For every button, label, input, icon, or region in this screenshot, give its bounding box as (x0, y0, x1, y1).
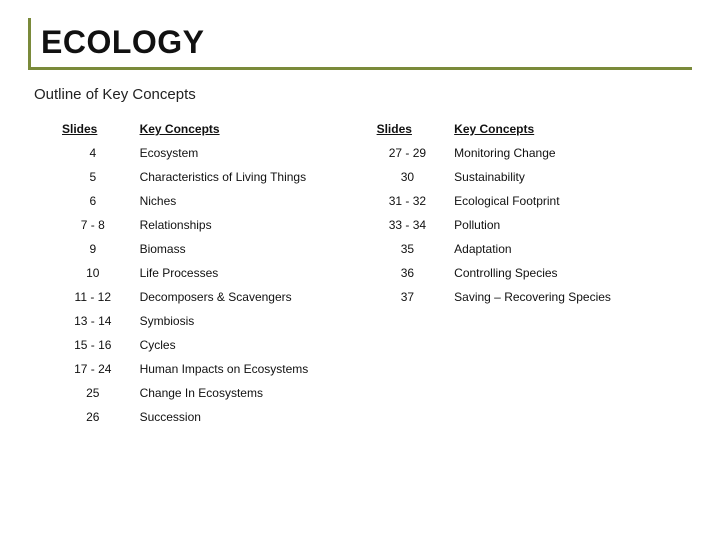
cell-slides: 25 (54, 381, 132, 405)
cell-concept: Cycles (132, 333, 369, 357)
cell-slides: 5 (54, 165, 132, 189)
cell-concept: Human Impacts on Ecosystems (132, 357, 369, 381)
cell-concept: Characteristics of Living Things (132, 165, 369, 189)
cell-concept: Monitoring Change (446, 141, 694, 165)
header-concepts-right: Key Concepts (446, 117, 694, 141)
table-row: 11 - 12 Decomposers & Scavengers 37 Savi… (54, 285, 694, 309)
cell-concept: Ecosystem (132, 141, 369, 165)
header-slides-left: Slides (54, 117, 132, 141)
cell-concept (446, 357, 694, 381)
cell-concept: Biomass (132, 237, 369, 261)
cell-concept: Sustainability (446, 165, 694, 189)
title-block: ECOLOGY (28, 18, 692, 70)
cell-slides (369, 309, 447, 333)
table-row: 4 Ecosystem 27 - 29 Monitoring Change (54, 141, 694, 165)
cell-slides: 30 (369, 165, 447, 189)
outline-table: Slides Key Concepts Slides Key Concepts … (54, 117, 694, 429)
cell-slides: 27 - 29 (369, 141, 447, 165)
cell-slides: 36 (369, 261, 447, 285)
cell-concept (446, 381, 694, 405)
cell-slides: 10 (54, 261, 132, 285)
cell-concept (446, 333, 694, 357)
cell-slides (369, 381, 447, 405)
cell-slides: 13 - 14 (54, 309, 132, 333)
cell-concept: Symbiosis (132, 309, 369, 333)
table-row: 9 Biomass 35 Adaptation (54, 237, 694, 261)
table-row: 5 Characteristics of Living Things 30 Su… (54, 165, 694, 189)
cell-concept: Succession (132, 405, 369, 429)
cell-slides (369, 333, 447, 357)
cell-slides: 31 - 32 (369, 189, 447, 213)
cell-concept: Niches (132, 189, 369, 213)
cell-concept: Ecological Footprint (446, 189, 694, 213)
table-row: 17 - 24 Human Impacts on Ecosystems (54, 357, 694, 381)
slide: ECOLOGY Outline of Key Concepts Slides K… (0, 0, 720, 540)
table-header-row: Slides Key Concepts Slides Key Concepts (54, 117, 694, 141)
cell-slides: 6 (54, 189, 132, 213)
cell-concept: Pollution (446, 213, 694, 237)
cell-slides (369, 405, 447, 429)
subtitle: Outline of Key Concepts (34, 86, 692, 103)
cell-concept (446, 309, 694, 333)
cell-concept (446, 405, 694, 429)
cell-concept: Life Processes (132, 261, 369, 285)
cell-slides: 4 (54, 141, 132, 165)
cell-slides: 26 (54, 405, 132, 429)
cell-slides: 15 - 16 (54, 333, 132, 357)
table-row: 6 Niches 31 - 32 Ecological Footprint (54, 189, 694, 213)
header-slides-right: Slides (369, 117, 447, 141)
cell-slides: 17 - 24 (54, 357, 132, 381)
cell-slides: 35 (369, 237, 447, 261)
cell-slides (369, 357, 447, 381)
cell-concept: Adaptation (446, 237, 694, 261)
page-title: ECOLOGY (41, 24, 692, 61)
table-row: 25 Change In Ecosystems (54, 381, 694, 405)
cell-concept: Controlling Species (446, 261, 694, 285)
cell-concept: Decomposers & Scavengers (132, 285, 369, 309)
table-row: 26 Succession (54, 405, 694, 429)
table-row: 7 - 8 Relationships 33 - 34 Pollution (54, 213, 694, 237)
table-row: 13 - 14 Symbiosis (54, 309, 694, 333)
cell-slides: 7 - 8 (54, 213, 132, 237)
table-row: 10 Life Processes 36 Controlling Species (54, 261, 694, 285)
cell-slides: 11 - 12 (54, 285, 132, 309)
cell-concept: Change In Ecosystems (132, 381, 369, 405)
header-concepts-left: Key Concepts (132, 117, 369, 141)
cell-concept: Saving – Recovering Species (446, 285, 694, 309)
cell-slides: 9 (54, 237, 132, 261)
table-body: 4 Ecosystem 27 - 29 Monitoring Change 5 … (54, 141, 694, 429)
cell-slides: 37 (369, 285, 447, 309)
cell-concept: Relationships (132, 213, 369, 237)
table-row: 15 - 16 Cycles (54, 333, 694, 357)
cell-slides: 33 - 34 (369, 213, 447, 237)
